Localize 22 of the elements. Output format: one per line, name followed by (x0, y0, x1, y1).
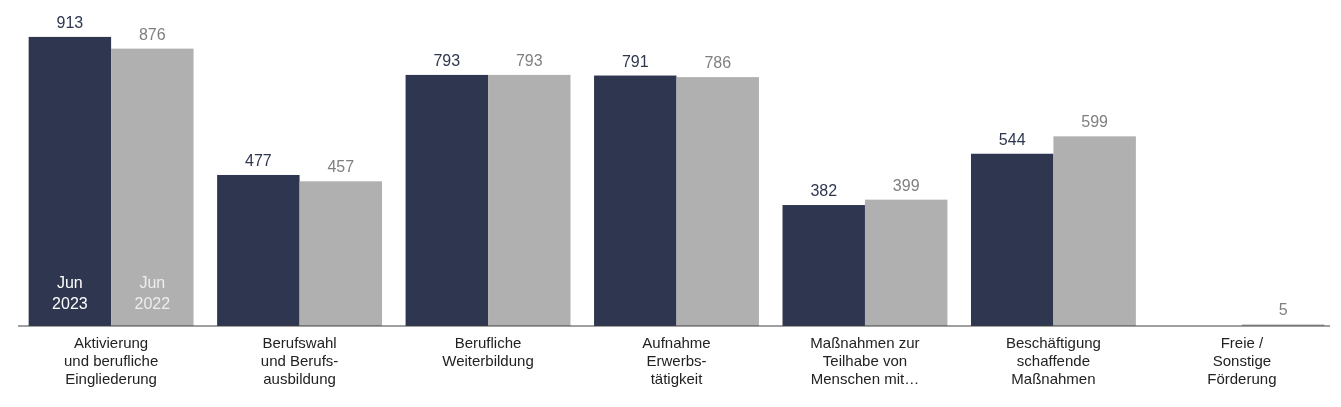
data-label: 477 (244, 151, 272, 169)
data-label: 544 (998, 130, 1026, 148)
data-label: 599 (1081, 113, 1109, 131)
data-label: 786 (704, 54, 732, 72)
x-tick-label: Beschäftigung schaffende Maßnahmen (1005, 334, 1101, 387)
x-tick-label: Maßnahmen zur Teilhabe von Menschen mit… (810, 334, 920, 387)
data-label: 793 (433, 51, 461, 69)
data-label: 457 (327, 158, 355, 176)
series-label: Jun 2022 (134, 274, 171, 312)
x-tick-label: Berufswahl und Berufs- ausbildung (260, 334, 339, 387)
x-tick-label: Aktivierung und berufliche Eingliederung (63, 334, 159, 387)
data-label: 876 (138, 25, 166, 43)
series-label: Jun 2023 (52, 274, 88, 312)
x-tick-label: Berufliche Weiterbildung (442, 334, 534, 369)
data-label: 5 (1278, 301, 1288, 319)
x-tick-label: Aufnahme Erwerbs- tätigkeit (642, 334, 711, 387)
data-label: 382 (810, 182, 838, 200)
data-label: 399 (892, 176, 920, 194)
data-label: 793 (515, 51, 543, 69)
data-label: 913 (56, 13, 84, 31)
x-tick-label: Freie / Sonstige Förderung (1207, 334, 1277, 387)
data-label: 791 (621, 52, 649, 70)
